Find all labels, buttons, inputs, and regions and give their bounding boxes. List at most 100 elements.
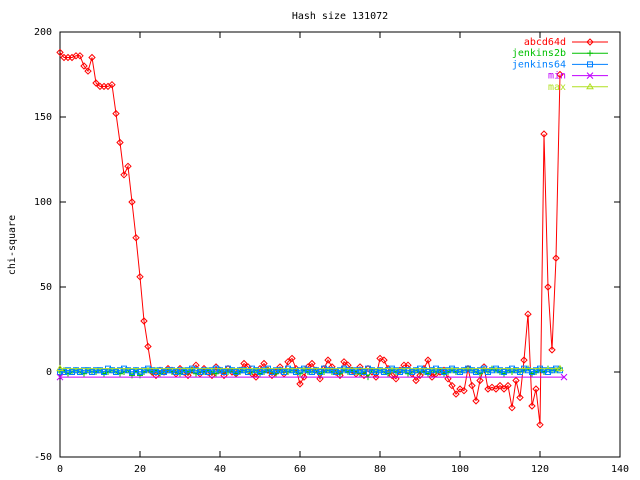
point-marker: [296, 380, 304, 388]
point-marker: [265, 365, 271, 372]
point-marker: [308, 359, 316, 368]
point-marker: [345, 367, 351, 374]
point-marker: [545, 369, 551, 375]
point-marker: [456, 385, 464, 393]
point-marker: [521, 365, 527, 372]
point-marker: [316, 375, 324, 383]
point-marker: [340, 358, 348, 366]
point-marker: [92, 79, 100, 87]
legend-label: min: [548, 71, 566, 82]
point-marker: [469, 367, 475, 374]
point-marker: [492, 385, 500, 393]
point-marker: [393, 367, 399, 374]
y-tick-label: -50: [34, 452, 52, 463]
point-marker: [84, 67, 92, 75]
point-marker: [193, 367, 199, 374]
point-marker: [516, 393, 524, 402]
point-marker: [317, 369, 323, 375]
x-tick-label: 60: [294, 464, 306, 475]
point-marker: [133, 367, 139, 374]
point-marker: [413, 367, 419, 374]
point-marker: [540, 130, 548, 138]
legend-marker: [587, 50, 593, 57]
point-marker: [245, 369, 251, 375]
point-marker: [525, 367, 531, 374]
point-marker: [556, 364, 564, 372]
point-marker: [173, 369, 179, 375]
point-marker: [116, 138, 124, 147]
point-marker: [449, 365, 455, 372]
point-marker: [424, 356, 432, 364]
chart-title: Hash size 131072: [292, 11, 388, 22]
point-marker: [481, 365, 487, 372]
point-marker: [240, 359, 248, 368]
legend-marker: [587, 61, 593, 68]
point-marker: [140, 317, 148, 325]
point-marker: [381, 369, 387, 375]
point-marker: [261, 367, 267, 374]
point-marker: [444, 375, 452, 383]
point-marker: [197, 369, 203, 375]
point-marker: [76, 52, 84, 60]
point-marker: [88, 53, 96, 62]
point-marker: [61, 369, 67, 375]
x-tick-label: 0: [57, 464, 63, 475]
point-marker: [536, 420, 544, 429]
legend-label: jenkins64: [512, 59, 566, 70]
point-marker: [421, 367, 427, 374]
point-marker: [385, 367, 391, 374]
point-marker: [89, 369, 95, 375]
point-marker: [269, 369, 275, 375]
point-marker: [508, 403, 516, 412]
point-marker: [412, 376, 420, 385]
point-marker: [489, 367, 495, 374]
point-marker: [56, 364, 64, 372]
plot-frame: [59, 31, 621, 458]
point-marker: [149, 367, 155, 374]
point-marker: [473, 369, 479, 375]
point-marker: [229, 367, 235, 374]
point-marker: [548, 346, 556, 354]
point-marker: [541, 367, 547, 374]
point-marker: [441, 369, 447, 375]
point-marker: [453, 367, 459, 374]
point-marker: [309, 369, 315, 375]
point-marker: [201, 367, 207, 374]
point-marker: [284, 358, 292, 366]
point-marker: [520, 356, 528, 364]
point-marker: [433, 365, 439, 372]
point-marker: [500, 385, 508, 393]
point-marker: [253, 367, 259, 374]
point-marker: [509, 365, 515, 372]
point-marker: [501, 369, 507, 375]
point-marker: [369, 367, 375, 374]
point-marker: [153, 369, 159, 375]
point-marker: [333, 369, 339, 375]
point-marker: [341, 365, 347, 372]
point-marker: [468, 381, 476, 390]
point-marker: [416, 371, 424, 380]
point-marker: [189, 365, 195, 372]
point-marker: [73, 367, 79, 374]
point-marker: [241, 367, 247, 374]
point-marker: [504, 381, 512, 390]
point-marker: [529, 369, 535, 375]
point-marker: [425, 369, 431, 375]
point-marker: [533, 367, 539, 374]
point-marker: [417, 365, 423, 372]
point-marker: [213, 370, 219, 377]
point-marker: [380, 356, 388, 364]
y-tick-label: 50: [40, 282, 52, 293]
point-marker: [124, 162, 132, 171]
point-marker: [97, 367, 103, 374]
point-marker: [324, 356, 332, 364]
point-marker: [281, 369, 287, 375]
point-marker: [556, 70, 564, 79]
point-marker: [532, 385, 540, 393]
point-marker: [169, 367, 175, 374]
point-marker: [472, 397, 480, 405]
point-marker: [337, 367, 343, 374]
legend-label: max: [548, 82, 566, 93]
point-marker: [560, 373, 568, 381]
